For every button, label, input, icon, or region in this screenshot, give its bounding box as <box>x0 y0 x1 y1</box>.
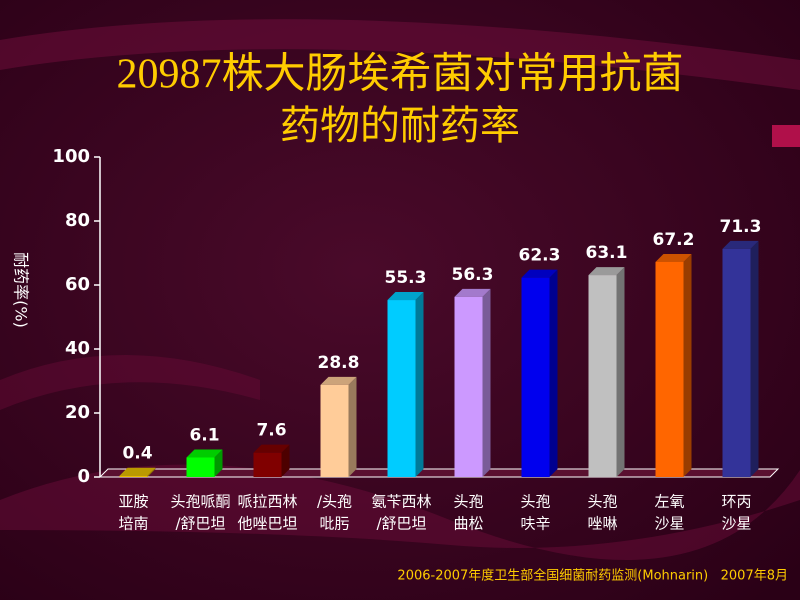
bar <box>521 269 558 477</box>
x-tick-label: 沙星 <box>721 515 751 533</box>
bar-side <box>482 288 491 477</box>
value-label: 0.4 <box>122 444 152 464</box>
bar-top <box>320 376 357 385</box>
value-label: 62.3 <box>519 246 561 266</box>
bar-front <box>655 261 684 477</box>
value-label: 63.1 <box>586 243 628 263</box>
x-tick-label: 培南 <box>118 515 148 533</box>
bar-front <box>320 384 349 477</box>
value-label: 6.1 <box>189 425 219 445</box>
chart-title: 药物的耐药率 <box>280 103 520 148</box>
decoration <box>0 19 800 90</box>
x-tick-label: 亚胺 <box>118 493 148 511</box>
bar-front <box>186 457 215 477</box>
x-tick-label: 头孢 <box>453 493 483 511</box>
bar-side <box>549 269 558 477</box>
y-tick-label: 0 <box>77 466 90 487</box>
bar-side <box>214 449 223 477</box>
bar-side <box>750 240 759 477</box>
x-tick-label: 他唑巴坦 <box>237 515 297 533</box>
bar-top <box>186 449 223 458</box>
bar <box>454 288 491 477</box>
x-tick-label: 曲松 <box>453 515 483 533</box>
source-note: 2006-2007年度卫生部全国细菌耐药监测(Mohnarin) 2007年8月 <box>397 568 788 584</box>
bar <box>387 292 424 477</box>
bar <box>119 467 156 477</box>
value-label: 7.6 <box>256 421 286 441</box>
x-tick-label: 吡肟 <box>319 515 349 533</box>
bar-top <box>722 240 759 249</box>
x-tick-label: 哌拉西林 <box>237 493 297 511</box>
x-tick-label: 头孢 <box>520 493 550 511</box>
value-label: 56.3 <box>452 265 494 285</box>
y-tick-label: 80 <box>65 210 90 231</box>
x-tick-label: 唑啉 <box>587 515 617 533</box>
bar-top <box>521 269 558 278</box>
bar-top <box>253 444 290 453</box>
x-tick-label: 头孢哌酮 <box>170 493 230 511</box>
y-tick-label: 40 <box>65 338 90 359</box>
value-label: 71.3 <box>720 217 762 237</box>
bar <box>722 240 759 477</box>
bar <box>588 267 625 477</box>
x-tick-label: 呋辛 <box>520 515 550 533</box>
bar-front <box>588 275 617 477</box>
bar-top <box>387 292 424 301</box>
value-label: 67.2 <box>653 230 695 250</box>
y-tick-label: 60 <box>65 274 90 295</box>
x-tick-label: 左氧 <box>654 493 684 511</box>
bar <box>253 444 290 477</box>
x-tick-label: 沙星 <box>654 515 684 533</box>
y-tick-label: 100 <box>52 146 90 167</box>
bar-top <box>119 467 156 476</box>
chart-title: 20987株大肠埃希菌对常用抗菌 <box>116 51 683 98</box>
bar-front <box>253 452 282 477</box>
bar-side <box>281 444 290 477</box>
bar-side <box>348 376 357 477</box>
value-label: 28.8 <box>318 353 360 373</box>
x-tick-label: 氨苄西林 <box>371 493 431 511</box>
decoration <box>0 464 800 560</box>
bar-front <box>387 300 416 477</box>
x-tick-label: 头孢 <box>587 493 617 511</box>
x-tick-label: /头孢 <box>317 493 352 511</box>
value-label: 55.3 <box>385 268 427 288</box>
bar-side <box>616 267 625 477</box>
bar-front <box>119 475 148 477</box>
bar-top <box>454 288 491 297</box>
bar-top <box>655 253 692 262</box>
bar-front <box>722 248 751 477</box>
bar-side <box>415 292 424 477</box>
x-tick-label: /舒巴坦 <box>175 515 225 533</box>
bar-side <box>683 253 692 477</box>
bar-top <box>588 267 625 276</box>
bar <box>186 449 223 477</box>
y-tick-label: 20 <box>65 402 90 423</box>
y-axis-label: 耐药率(%) <box>12 252 31 328</box>
bar-front <box>454 296 483 477</box>
bar <box>655 253 692 477</box>
decoration <box>0 355 260 410</box>
bar <box>320 376 357 477</box>
bar-side <box>147 467 156 477</box>
x-tick-label: 环丙 <box>721 493 751 511</box>
x-tick-label: /舒巴坦 <box>376 515 426 533</box>
decoration <box>772 125 800 147</box>
bar-front <box>521 277 550 477</box>
